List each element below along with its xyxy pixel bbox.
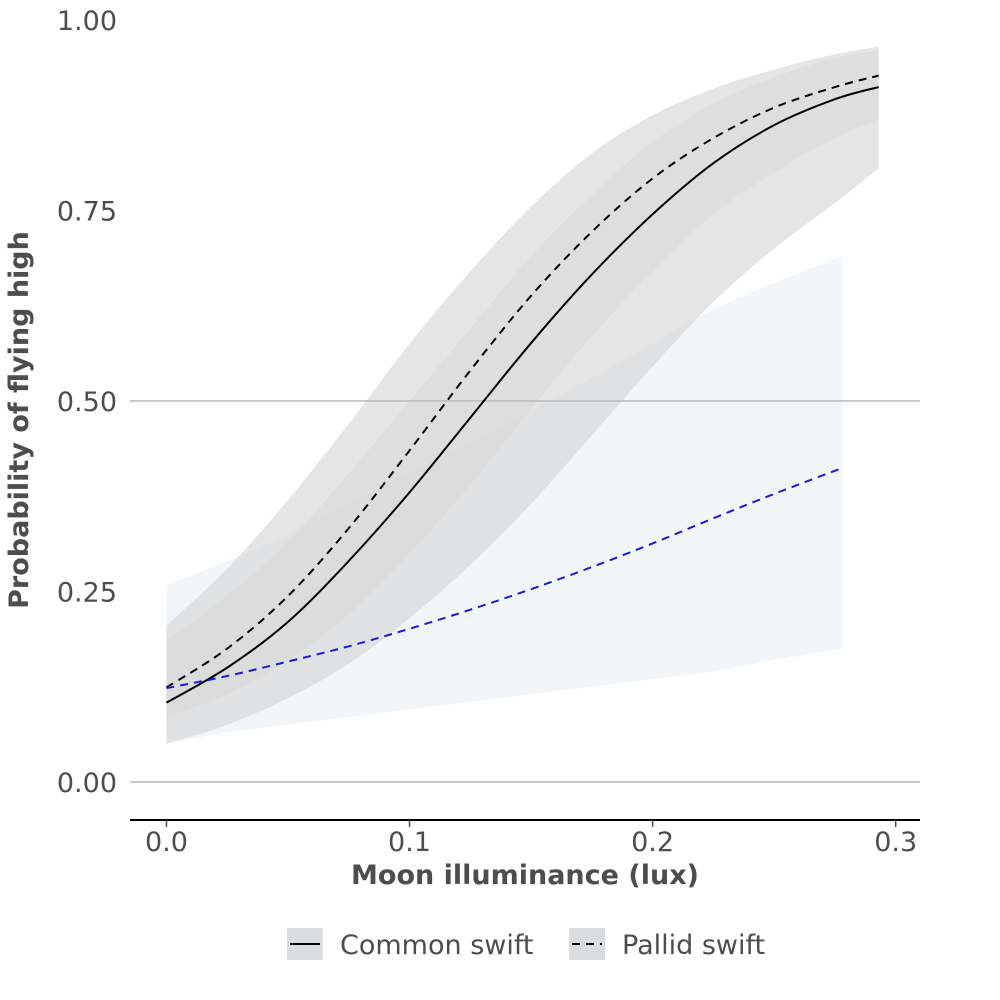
- confidence-band-1: [166, 50, 879, 718]
- series-lines: [165, 74, 879, 704]
- series-line-2: [165, 74, 879, 689]
- x-axis-title: Moon illuminance (lux): [351, 860, 699, 891]
- legend-item-1: Common swift: [287, 928, 533, 961]
- x-tick-label: 0.3: [874, 827, 917, 858]
- y-tick-label: 0.25: [57, 577, 117, 608]
- y-tick-label: 0.50: [57, 387, 117, 418]
- y-axis-ticks: 0.00 0.25 0.50 0.75 1.00: [57, 6, 117, 799]
- legend-item-2: Pallid swift: [569, 928, 765, 961]
- y-tick-label: 1.00: [57, 6, 117, 37]
- series-line-1: [165, 86, 879, 704]
- x-tick-label: 0.0: [145, 827, 188, 858]
- x-tick-label: 0.2: [631, 827, 674, 858]
- legend-label: Common swift: [340, 930, 533, 961]
- legend-label: Pallid swift: [622, 930, 765, 961]
- x-tick-label: 0.1: [388, 827, 431, 858]
- legend: Common swift Pallid swift: [287, 928, 765, 961]
- y-tick-label: 0.00: [57, 768, 117, 799]
- gridlines: [130, 400, 920, 783]
- y-axis-title: Probability of flying high: [4, 231, 35, 609]
- y-tick-label: 0.75: [57, 196, 117, 227]
- x-axis-ticks: 0.0 0.1 0.2 0.3: [145, 820, 917, 858]
- confidence-bands: [166, 46, 879, 744]
